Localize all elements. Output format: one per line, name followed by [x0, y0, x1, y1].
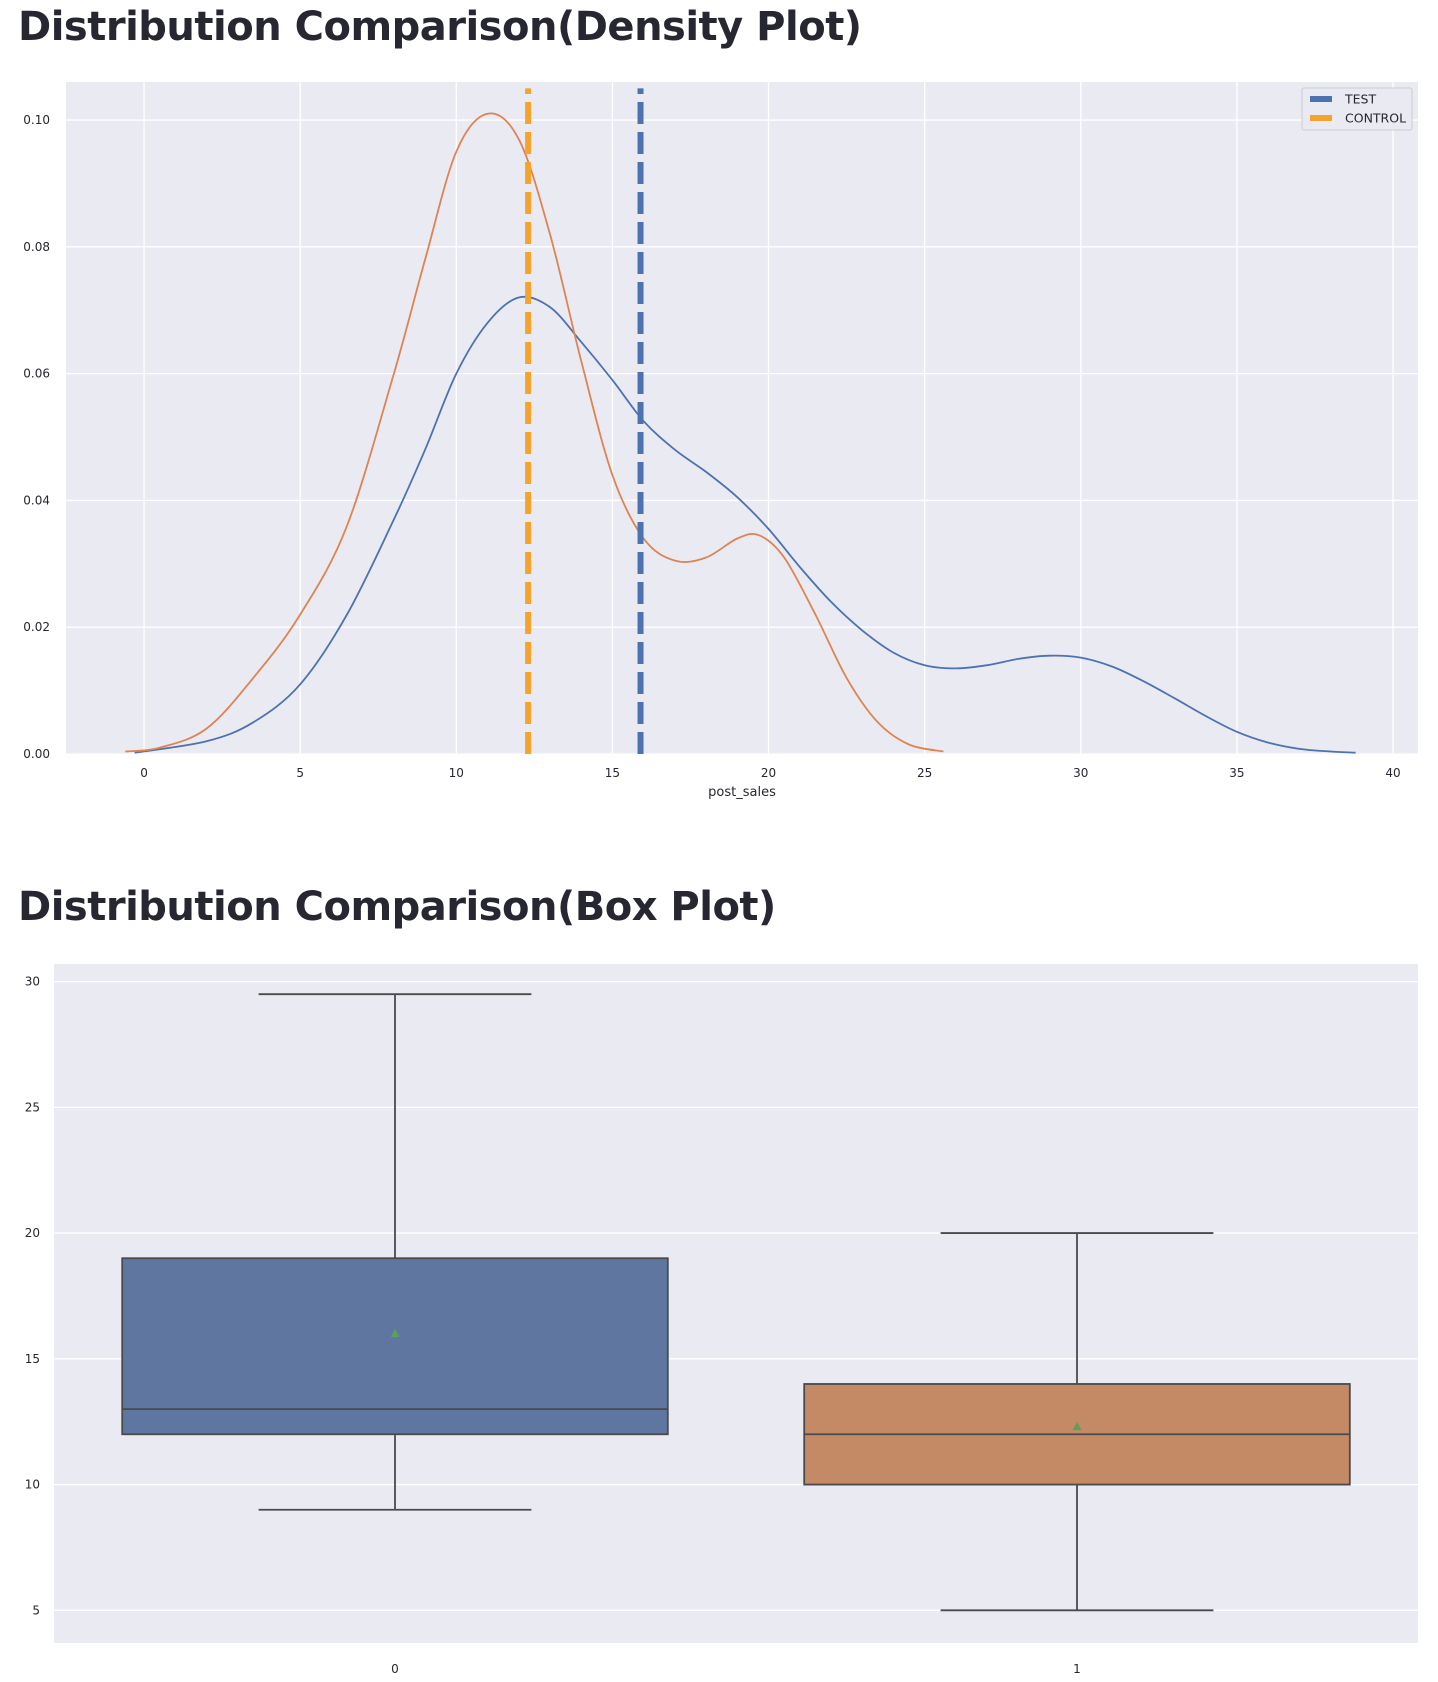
y-tick-label: 0.04 [23, 493, 50, 507]
box-group-0 [121, 993, 669, 1511]
y-tick-label: 0.10 [23, 113, 50, 127]
x-tick-label: 10 [449, 766, 464, 780]
control-density-line [125, 112, 944, 753]
y-tick-label: 0.02 [23, 620, 50, 634]
y-tick-label: 0.06 [23, 367, 50, 381]
mean-marker [390, 1328, 400, 1338]
x-tick-label: 35 [1229, 766, 1244, 780]
legend-label: TEST [1344, 92, 1376, 107]
y-tick-label: 5 [32, 1603, 40, 1617]
density-plot-area [66, 82, 1418, 754]
y-tick-label: 20 [25, 1226, 40, 1240]
box-group-1 [803, 1232, 1351, 1612]
x-tick-label: 20 [761, 766, 776, 780]
box-plot-title: Distribution Comparison(Box Plot) [18, 884, 776, 930]
x-tick-label: 1 [1073, 1662, 1081, 1676]
legend-label: CONTROL [1345, 111, 1406, 126]
test-density-line [134, 295, 1356, 754]
y-tick-label: 30 [25, 975, 40, 989]
density-plot: 0 5 10 15 20 25 30 35 40 0.00 0.02 0.04 0.06 0.08 0.10… [23, 82, 1418, 800]
y-tick-label: 15 [25, 1352, 40, 1366]
x-tick-label: 40 [1385, 766, 1400, 780]
x-tick-label: 30 [1073, 766, 1088, 780]
x-tick-label: 0 [391, 1662, 399, 1676]
y-tick-label: 0.00 [23, 747, 50, 761]
x-tick-label: 5 [296, 766, 304, 780]
y-tick-label: 10 [25, 1478, 40, 1492]
iqr-box [121, 1257, 669, 1436]
mean-marker [1072, 1421, 1082, 1431]
density-plot-title: Distribution Comparison(Density Plot) [18, 4, 862, 50]
x-tick-label: 0 [140, 766, 148, 780]
x-tick-label: 25 [917, 766, 932, 780]
y-tick-label: 0.08 [23, 240, 50, 254]
y-tick-label: 25 [25, 1100, 40, 1114]
x-tick-label: 15 [605, 766, 620, 780]
legend: TEST CONTROL [1301, 87, 1413, 131]
x-axis-label: post_sales [708, 785, 776, 800]
